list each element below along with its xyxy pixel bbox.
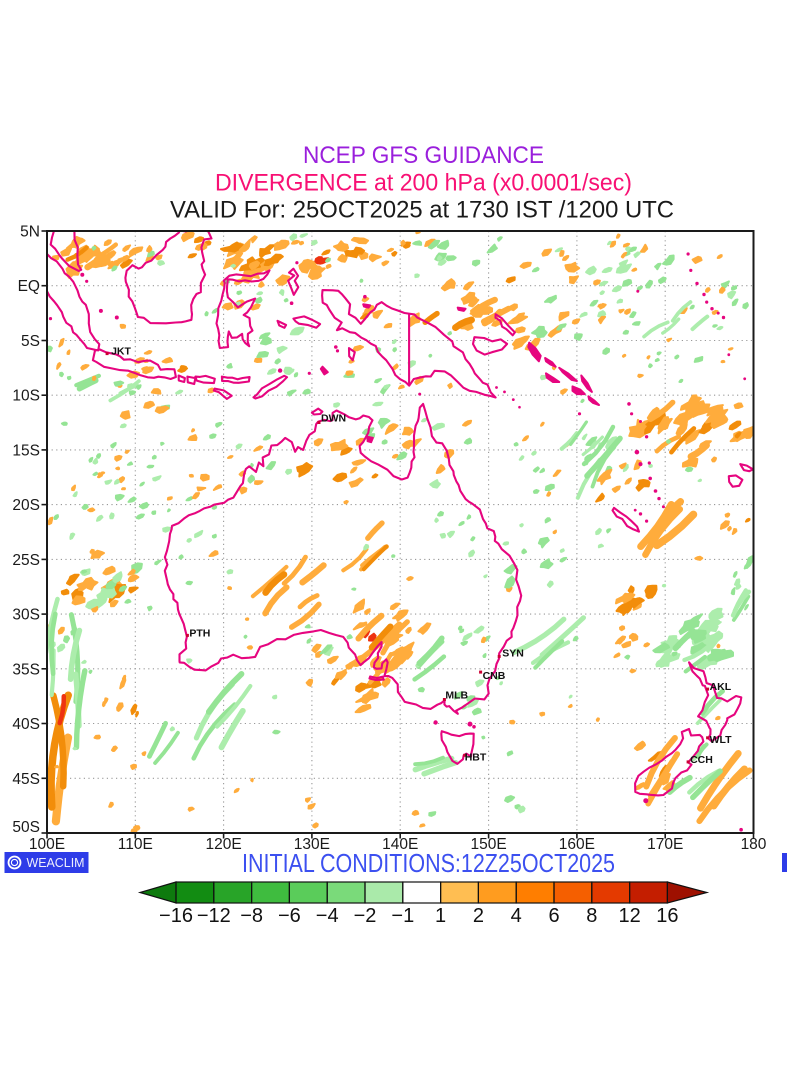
svg-text:−12: −12	[197, 905, 231, 927]
svg-text:CCH: CCH	[690, 754, 713, 766]
svg-text:NCEP GFS GUIDANCE: NCEP GFS GUIDANCE	[303, 142, 544, 169]
svg-text:5S: 5S	[21, 333, 40, 350]
svg-text:EQ: EQ	[18, 278, 40, 295]
svg-text:25S: 25S	[12, 552, 40, 569]
svg-text:5N: 5N	[20, 224, 40, 241]
svg-text:150E: 150E	[470, 836, 506, 853]
svg-text:PTH: PTH	[189, 627, 210, 639]
svg-text:130E: 130E	[294, 836, 330, 853]
svg-text:−4: −4	[316, 905, 339, 927]
svg-text:100E: 100E	[29, 836, 65, 853]
svg-text:1: 1	[435, 905, 446, 927]
svg-text:8: 8	[586, 905, 597, 927]
svg-text:20S: 20S	[12, 497, 40, 514]
svg-text:INITIAL CONDITIONS:12Z25OCT202: INITIAL CONDITIONS:12Z25OCT2025	[242, 848, 615, 878]
svg-text:JKT: JKT	[111, 346, 131, 358]
svg-text:SYN: SYN	[502, 647, 524, 659]
svg-text:WLT: WLT	[710, 734, 733, 746]
svg-text:140E: 140E	[382, 836, 418, 853]
svg-text:−2: −2	[354, 905, 377, 927]
svg-text:−16: −16	[159, 905, 193, 927]
svg-text:16: 16	[656, 905, 678, 927]
svg-text:−6: −6	[278, 905, 301, 927]
svg-text:DWN: DWN	[321, 413, 346, 425]
svg-text:VALID For: 25OCT2025 at 1730 I: VALID For: 25OCT2025 at 1730 IST /1200 U…	[170, 197, 674, 224]
svg-text:120E: 120E	[205, 836, 241, 853]
svg-text:45S: 45S	[12, 771, 40, 788]
svg-text:50S: 50S	[12, 819, 40, 836]
svg-text:12: 12	[618, 905, 640, 927]
svg-text:2: 2	[473, 905, 484, 927]
svg-text:10S: 10S	[12, 388, 40, 405]
svg-text:−1: −1	[391, 905, 414, 927]
svg-text:170E: 170E	[647, 836, 683, 853]
svg-text:35S: 35S	[12, 661, 40, 678]
svg-text:AKL: AKL	[710, 681, 732, 693]
svg-text:180: 180	[741, 836, 767, 853]
svg-text:40S: 40S	[12, 716, 40, 733]
svg-text:30S: 30S	[12, 607, 40, 624]
svg-text:−8: −8	[240, 905, 263, 927]
svg-text:160E: 160E	[559, 836, 595, 853]
svg-text:6: 6	[548, 905, 559, 927]
svg-text:HBT: HBT	[465, 751, 487, 763]
svg-text:WEACLIM: WEACLIM	[27, 856, 85, 870]
svg-text:CNB: CNB	[483, 670, 506, 682]
svg-text:110E: 110E	[118, 836, 153, 853]
svg-text:MLB: MLB	[445, 690, 468, 702]
svg-text:DIVERGENCE at 200 hPa (x0.0001: DIVERGENCE at 200 hPa (x0.0001/sec)	[215, 170, 632, 197]
svg-text:15S: 15S	[12, 442, 40, 459]
svg-text:4: 4	[511, 905, 522, 927]
